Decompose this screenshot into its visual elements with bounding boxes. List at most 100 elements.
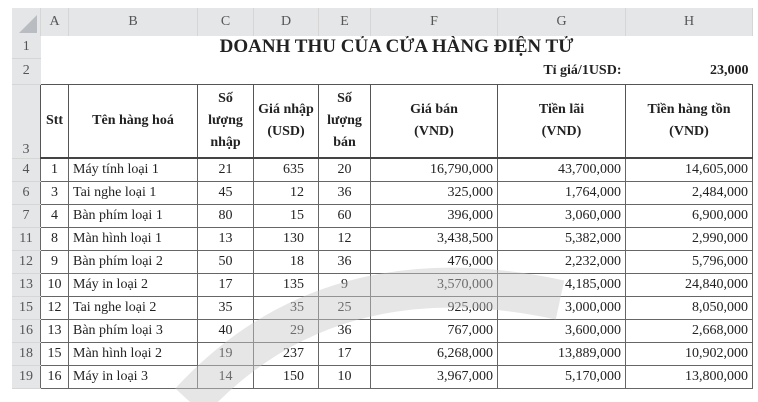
cell-stt[interactable]: 10 — [40, 273, 69, 297]
cell-qty-in[interactable]: 13 — [197, 227, 254, 251]
cell-sale-price[interactable]: 6,268,000 — [370, 342, 498, 366]
cell-cost-usd[interactable]: 635 — [253, 157, 319, 182]
cell-qty-sold[interactable]: 10 — [318, 365, 371, 389]
cell-product-name[interactable]: Tai nghe loại 2 — [68, 296, 198, 320]
cell-qty-in[interactable]: 45 — [197, 181, 254, 205]
cell-inventory-value[interactable]: 2,484,000 — [625, 181, 753, 205]
header-inventory-value[interactable]: Tiền hàng tồn (VND) — [625, 83, 753, 159]
cell-profit[interactable]: 3,600,000 — [497, 319, 626, 343]
cell-sale-price[interactable]: 325,000 — [370, 181, 498, 205]
cell-qty-in[interactable]: 35 — [197, 296, 254, 320]
cell-stt[interactable]: 9 — [40, 250, 69, 274]
row-header[interactable]: 7 — [12, 204, 41, 228]
cell-product-name[interactable]: Bàn phím loại 3 — [68, 319, 198, 343]
cell-qty-sold[interactable]: 60 — [318, 204, 371, 228]
select-all-button[interactable] — [12, 8, 41, 36]
row-header[interactable]: 2 — [12, 58, 41, 85]
column-header-a[interactable]: A — [40, 8, 69, 36]
row-header[interactable]: 12 — [12, 250, 41, 274]
row-header[interactable]: 15 — [12, 296, 41, 320]
row-header[interactable]: 16 — [12, 319, 41, 343]
cell-product-name[interactable]: Máy tính loại 1 — [68, 157, 198, 182]
cell-cost-usd[interactable]: 35 — [253, 296, 319, 320]
column-header-c[interactable]: C — [197, 8, 254, 36]
cell-stt[interactable]: 13 — [40, 319, 69, 343]
cell-product-name[interactable]: Màn hình loại 1 — [68, 227, 198, 251]
cell-qty-sold[interactable]: 9 — [318, 273, 371, 297]
column-header-b[interactable]: B — [68, 8, 198, 36]
cell-sale-price[interactable]: 3,967,000 — [370, 365, 498, 389]
cell-sale-price[interactable]: 3,570,000 — [370, 273, 498, 297]
header-stt[interactable]: Stt — [40, 83, 69, 159]
cell-qty-sold[interactable]: 25 — [318, 296, 371, 320]
cell-cost-usd[interactable]: 237 — [253, 342, 319, 366]
header-cost-usd[interactable]: Giá nhập (USD) — [253, 83, 319, 159]
header-sale-price[interactable]: Giá bán (VND) — [370, 83, 498, 159]
cell-product-name[interactable]: Tai nghe loại 1 — [68, 181, 198, 205]
cell-inventory-value[interactable]: 14,605,000 — [625, 157, 753, 182]
cell-cost-usd[interactable]: 130 — [253, 227, 319, 251]
cell-cost-usd[interactable]: 135 — [253, 273, 319, 297]
cell-qty-in[interactable]: 17 — [197, 273, 254, 297]
exchange-rate-value[interactable]: 23,000 — [710, 62, 749, 78]
row-header[interactable]: 3 — [12, 84, 41, 159]
column-header-h[interactable]: H — [625, 8, 753, 36]
cell-profit[interactable]: 5,382,000 — [497, 227, 626, 251]
cell-inventory-value[interactable]: 10,902,000 — [625, 342, 753, 366]
cell-profit[interactable]: 4,185,000 — [497, 273, 626, 297]
cell-profit[interactable]: 1,764,000 — [497, 181, 626, 205]
cell-inventory-value[interactable]: 8,050,000 — [625, 296, 753, 320]
sheet-title[interactable]: DOANH THU CỦA CỬA HÀNG ĐIỆN TỬ — [219, 36, 574, 57]
cell-cost-usd[interactable]: 18 — [253, 250, 319, 274]
row-header[interactable]: 11 — [12, 227, 41, 251]
cell-product-name[interactable]: Màn hình loại 2 — [68, 342, 198, 366]
cell-stt[interactable]: 16 — [40, 365, 69, 389]
cell-stt[interactable]: 1 — [40, 157, 69, 182]
cell-stt[interactable]: 12 — [40, 296, 69, 320]
cell-inventory-value[interactable]: 5,796,000 — [625, 250, 753, 274]
cell-stt[interactable]: 15 — [40, 342, 69, 366]
cell-sale-price[interactable]: 16,790,000 — [370, 157, 498, 182]
cell-qty-sold[interactable]: 17 — [318, 342, 371, 366]
cell-product-name[interactable]: Máy in loại 3 — [68, 365, 198, 389]
cell-cost-usd[interactable]: 15 — [253, 204, 319, 228]
cell-inventory-value[interactable]: 2,668,000 — [625, 319, 753, 343]
cell-stt[interactable]: 4 — [40, 204, 69, 228]
cell-cost-usd[interactable]: 29 — [253, 319, 319, 343]
cell-qty-in[interactable]: 21 — [197, 157, 254, 182]
cell-qty-in[interactable]: 19 — [197, 342, 254, 366]
cell-qty-in[interactable]: 40 — [197, 319, 254, 343]
cell-profit[interactable]: 3,000,000 — [497, 296, 626, 320]
cell-inventory-value[interactable]: 6,900,000 — [625, 204, 753, 228]
cell-sale-price[interactable]: 476,000 — [370, 250, 498, 274]
row-header[interactable]: 13 — [12, 273, 41, 297]
row-header[interactable]: 4 — [12, 158, 41, 182]
cell-profit[interactable]: 2,232,000 — [497, 250, 626, 274]
cell-cost-usd[interactable]: 12 — [253, 181, 319, 205]
cell-sale-price[interactable]: 396,000 — [370, 204, 498, 228]
cell-profit[interactable]: 3,060,000 — [497, 204, 626, 228]
row-header[interactable]: 19 — [12, 365, 41, 389]
cell-qty-sold[interactable]: 36 — [318, 181, 371, 205]
row-header[interactable]: 6 — [12, 181, 41, 205]
cell-qty-sold[interactable]: 36 — [318, 250, 371, 274]
exchange-rate-label[interactable]: Tỉ giá/1USD: — [543, 62, 622, 78]
cell-qty-sold[interactable]: 12 — [318, 227, 371, 251]
column-header-d[interactable]: D — [253, 8, 319, 36]
row-header[interactable]: 1 — [12, 36, 41, 59]
header-profit[interactable]: Tiền lãi (VND) — [497, 83, 626, 159]
cell-qty-in[interactable]: 80 — [197, 204, 254, 228]
cell-sale-price[interactable]: 925,000 — [370, 296, 498, 320]
cell-product-name[interactable]: Máy in loại 2 — [68, 273, 198, 297]
cell-profit[interactable]: 5,170,000 — [497, 365, 626, 389]
column-header-f[interactable]: F — [370, 8, 498, 36]
cell-qty-in[interactable]: 50 — [197, 250, 254, 274]
header-qty-sold[interactable]: Số lượng bán — [318, 83, 371, 159]
cell-stt[interactable]: 8 — [40, 227, 69, 251]
column-header-e[interactable]: E — [318, 8, 371, 36]
column-header-g[interactable]: G — [497, 8, 626, 36]
cell-stt[interactable]: 3 — [40, 181, 69, 205]
cell-qty-sold[interactable]: 36 — [318, 319, 371, 343]
cell-product-name[interactable]: Bàn phím loại 1 — [68, 204, 198, 228]
cell-profit[interactable]: 43,700,000 — [497, 157, 626, 182]
